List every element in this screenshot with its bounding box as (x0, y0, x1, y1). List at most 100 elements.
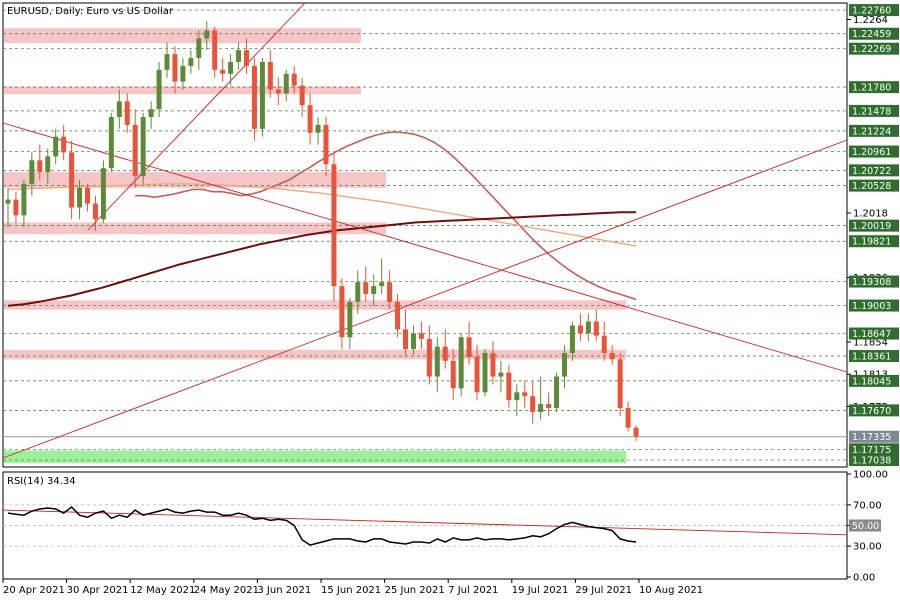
candle-body (331, 164, 337, 287)
candle-body (418, 333, 424, 339)
rsi-trendline (2, 509, 848, 536)
price-level-box (849, 42, 899, 55)
rsi-line (7, 505, 637, 546)
price-level-box (849, 4, 899, 17)
candle-body (633, 427, 639, 437)
price-level-label: 1.17175 (852, 445, 891, 456)
sr-zone (4, 86, 361, 95)
candle-body (220, 69, 226, 74)
price-level-box (849, 454, 899, 467)
candle-body (442, 346, 448, 361)
candle-body (410, 333, 416, 350)
price-tick-label: 1.2018 (853, 208, 888, 219)
price-tick-label: 1.1854 (853, 337, 888, 348)
candle-body (498, 372, 504, 377)
price-level-label: 1.20019 (852, 221, 891, 232)
rsi-tick-label: 0.00 (853, 573, 875, 584)
candle-body (61, 136, 67, 153)
candle-body (307, 105, 313, 133)
price-level-box (849, 179, 899, 192)
candle-body (164, 54, 170, 70)
candle-body (29, 160, 35, 184)
price-level-box (849, 443, 899, 456)
candle-body (21, 183, 27, 216)
price-level-label: 1.17038 (852, 456, 891, 467)
candle-body (538, 404, 544, 412)
price-level-label: 1.22760 (852, 6, 891, 17)
candle-body (522, 392, 528, 397)
rsi-tick-box (849, 519, 881, 532)
candle-body (601, 335, 607, 353)
rsi-panel[interactable]: 100.00 70.00 50.00 30.00 0.00 RSI(14) 34.34 (2, 470, 888, 584)
candle-body (77, 187, 83, 208)
price-level-label: 1.18045 (852, 376, 891, 387)
current-price-label: 1.17335 (852, 432, 891, 443)
candle-body (514, 392, 520, 401)
candle-body (339, 286, 345, 338)
rsi-tick-label: 70.00 (853, 500, 882, 511)
candle-body (132, 124, 138, 177)
candle-body (53, 136, 59, 157)
candle-body (148, 109, 154, 118)
candle-body (315, 124, 321, 133)
candle-body (108, 117, 114, 169)
price-level-label: 1.19308 (852, 277, 891, 288)
candle-body (562, 352, 567, 377)
date-tick-label: 30 Apr 2021 (67, 585, 129, 596)
candle-body (482, 352, 488, 393)
sr-zone (4, 349, 626, 360)
price-level-box (849, 374, 899, 387)
rsi-tick-label: 50.00 (852, 521, 879, 532)
price-level-box (849, 164, 899, 177)
candle-body (554, 376, 560, 409)
candle-body (100, 168, 106, 220)
price-level-box (849, 104, 899, 117)
price-levels (3, 9, 847, 461)
candle-body (426, 338, 432, 377)
price-level-label: 1.20961 (852, 147, 891, 158)
rsi-label: RSI(14) 34.34 (7, 476, 76, 487)
candle-body (69, 152, 75, 208)
candle-body (236, 50, 242, 62)
date-tick-label: 7 Jul 2021 (448, 585, 498, 596)
price-level-box (849, 235, 899, 248)
price-level-label: 1.20722 (852, 166, 891, 177)
price-level-box (849, 124, 899, 137)
ma-mid-line (7, 183, 637, 247)
price-level-label: 1.18361 (852, 352, 891, 363)
candle-body (259, 61, 265, 129)
candle-body (13, 199, 19, 216)
candle-body (267, 61, 273, 90)
date-tick-label: 15 Jun 2021 (321, 585, 381, 596)
candle-body (625, 408, 631, 428)
main-panel-frame (2, 2, 848, 468)
moving-averages (7, 131, 637, 307)
price-level-labels: 1.22760 1.22459 1.22269 1.21780 1.21478 1.212… (849, 4, 899, 467)
price-level-label: 1.21478 (852, 106, 891, 117)
candle-body (156, 69, 162, 110)
price-tick-label: 1.2264 (853, 15, 888, 26)
price-level-box (849, 145, 899, 158)
price-level-label: 1.18647 (852, 329, 891, 340)
price-level-label: 1.20528 (852, 181, 891, 192)
candle-body (212, 30, 218, 70)
chart-title: EURUSD, Daily: Euro vs US Dollar (7, 6, 174, 17)
candle-body (116, 101, 122, 118)
uptrend-line (2, 139, 848, 459)
candle-body (609, 352, 615, 360)
price-level-label: 1.17670 (852, 406, 891, 417)
date-tick-label: 12 May 2021 (130, 585, 195, 596)
price-level-label: 1.22269 (852, 44, 891, 55)
candle-body (593, 321, 599, 336)
candle-body (347, 301, 353, 338)
candle-body (124, 101, 130, 125)
sr-zone (4, 28, 361, 44)
date-tick-label: 25 Jun 2021 (385, 585, 445, 596)
price-level-label: 1.19003 (852, 301, 891, 312)
candle-body (387, 282, 393, 302)
ma-long-line (7, 211, 637, 307)
candle-body (434, 346, 440, 377)
candle-body (458, 337, 464, 389)
